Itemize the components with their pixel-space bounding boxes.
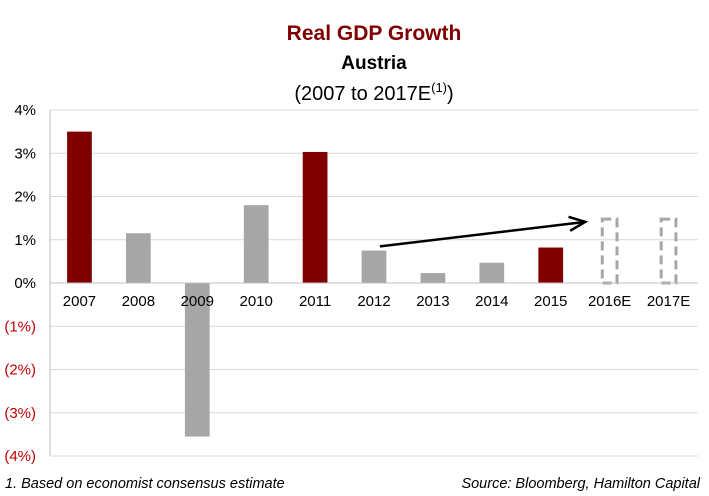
y-tick-label: 3% bbox=[14, 145, 36, 162]
footnote: 1. Based on economist consensus estimate bbox=[5, 476, 285, 492]
y-tick-label: (4%) bbox=[4, 448, 36, 465]
x-tick-label: 2017E bbox=[647, 293, 690, 310]
x-tick-label: 2010 bbox=[239, 293, 272, 310]
x-tick-label: 2014 bbox=[475, 293, 508, 310]
y-tick-label: (3%) bbox=[4, 405, 36, 422]
x-tick-label: 2012 bbox=[357, 293, 390, 310]
y-tick-label: 2% bbox=[14, 189, 36, 206]
bar-2011 bbox=[302, 151, 328, 283]
x-tick-label: 2008 bbox=[122, 293, 155, 310]
x-tick-label: 2015 bbox=[534, 293, 567, 310]
bar-2014 bbox=[479, 262, 505, 283]
x-tick-label: 2011 bbox=[299, 293, 331, 310]
gridlines bbox=[50, 109, 698, 457]
bar-2013 bbox=[420, 273, 446, 283]
y-tick-label: (2%) bbox=[4, 362, 36, 379]
bar-2010 bbox=[243, 205, 269, 283]
bar-2016E-estimate bbox=[600, 217, 619, 285]
bar-2007 bbox=[67, 131, 92, 283]
x-tick-label: 2007 bbox=[63, 293, 96, 310]
period-close: ) bbox=[447, 83, 454, 105]
trend-arrow bbox=[379, 215, 589, 248]
bar-2015 bbox=[538, 247, 564, 283]
bar-2017E-estimate bbox=[659, 217, 678, 285]
x-tick-label: 2013 bbox=[416, 293, 449, 310]
period-superscript: (1) bbox=[431, 80, 447, 95]
chart-title: Real GDP Growth bbox=[287, 22, 462, 45]
y-tick-label: 1% bbox=[14, 232, 36, 249]
bar-2012 bbox=[361, 250, 387, 283]
bars bbox=[67, 131, 678, 437]
period-text: (2007 to 2017E bbox=[294, 83, 431, 105]
source-note: Source: Bloomberg, Hamilton Capital bbox=[461, 476, 700, 492]
y-tick-label: 0% bbox=[14, 275, 36, 292]
y-tick-label: 4% bbox=[14, 102, 36, 119]
bar-2008 bbox=[125, 233, 151, 283]
x-axis: 2007 2008 2009 2010 2011 2012 2013 2014 2015 2016… bbox=[63, 293, 690, 310]
trend-arrow-line bbox=[379, 220, 584, 248]
y-tick-label: (1%) bbox=[4, 318, 36, 335]
chart-subtitle: Austria bbox=[341, 53, 407, 74]
chart-period: (2007 to 2017E(1)) bbox=[294, 80, 453, 105]
x-tick-label: 2016E bbox=[588, 293, 631, 310]
y-axis: 4% 3% 2% 1% 0% (1%) (2%) (3%) (4%) bbox=[4, 102, 51, 465]
x-tick-label: 2009 bbox=[181, 293, 214, 310]
bar-2009 bbox=[184, 283, 210, 437]
trend-arrow-head bbox=[568, 215, 589, 232]
